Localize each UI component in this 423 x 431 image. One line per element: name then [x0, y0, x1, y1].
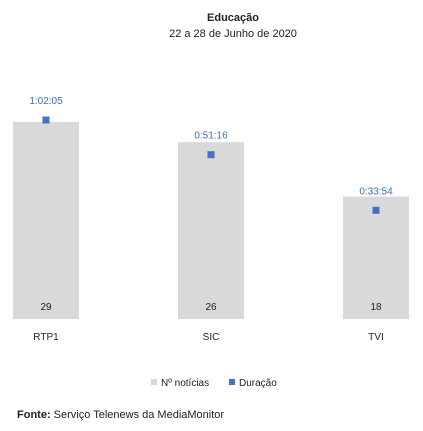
duration-marker-tvi — [372, 206, 380, 214]
source-label: Fonte: — [17, 409, 51, 421]
duration-label-tvi: 0:33:54 — [359, 186, 393, 197]
category-label-tvi: TVI — [368, 332, 384, 343]
duration-label-rtp1: 1:02:05 — [29, 96, 63, 107]
count-label-sic: 26 — [205, 302, 217, 313]
duration-marker-rtp1 — [42, 116, 50, 124]
bar-tvi — [343, 196, 409, 319]
legend-swatch-noticias — [151, 379, 157, 385]
legend: Nº notícias Duração — [151, 378, 277, 389]
legend-swatch-duracao — [229, 379, 235, 385]
duration-label-sic: 0:51:16 — [194, 131, 228, 142]
chart-subtitle: 22 a 28 de Junho de 2020 — [169, 28, 297, 40]
duration-marker-sic — [207, 151, 215, 159]
source-text: Serviço Telenews da MediaMonitor — [53, 409, 225, 421]
legend-label-duracao: Duração — [239, 378, 277, 389]
legend-label-noticias: Nº notícias — [161, 378, 209, 389]
category-label-sic: SIC — [203, 332, 220, 343]
source-note: Fonte: Serviço Telenews da MediaMonitor — [17, 409, 224, 421]
count-label-tvi: 18 — [370, 302, 382, 313]
bar-sic — [178, 142, 244, 319]
bar-rtp1 — [13, 121, 79, 319]
plot-area: 29 1:02:05 RTP1 26 0:51:16 SIC 18 0:33:54 TVI — [13, 96, 409, 343]
chart-title: Educação — [207, 12, 259, 24]
count-label-rtp1: 29 — [40, 302, 52, 313]
category-label-rtp1: RTP1 — [33, 332, 59, 343]
